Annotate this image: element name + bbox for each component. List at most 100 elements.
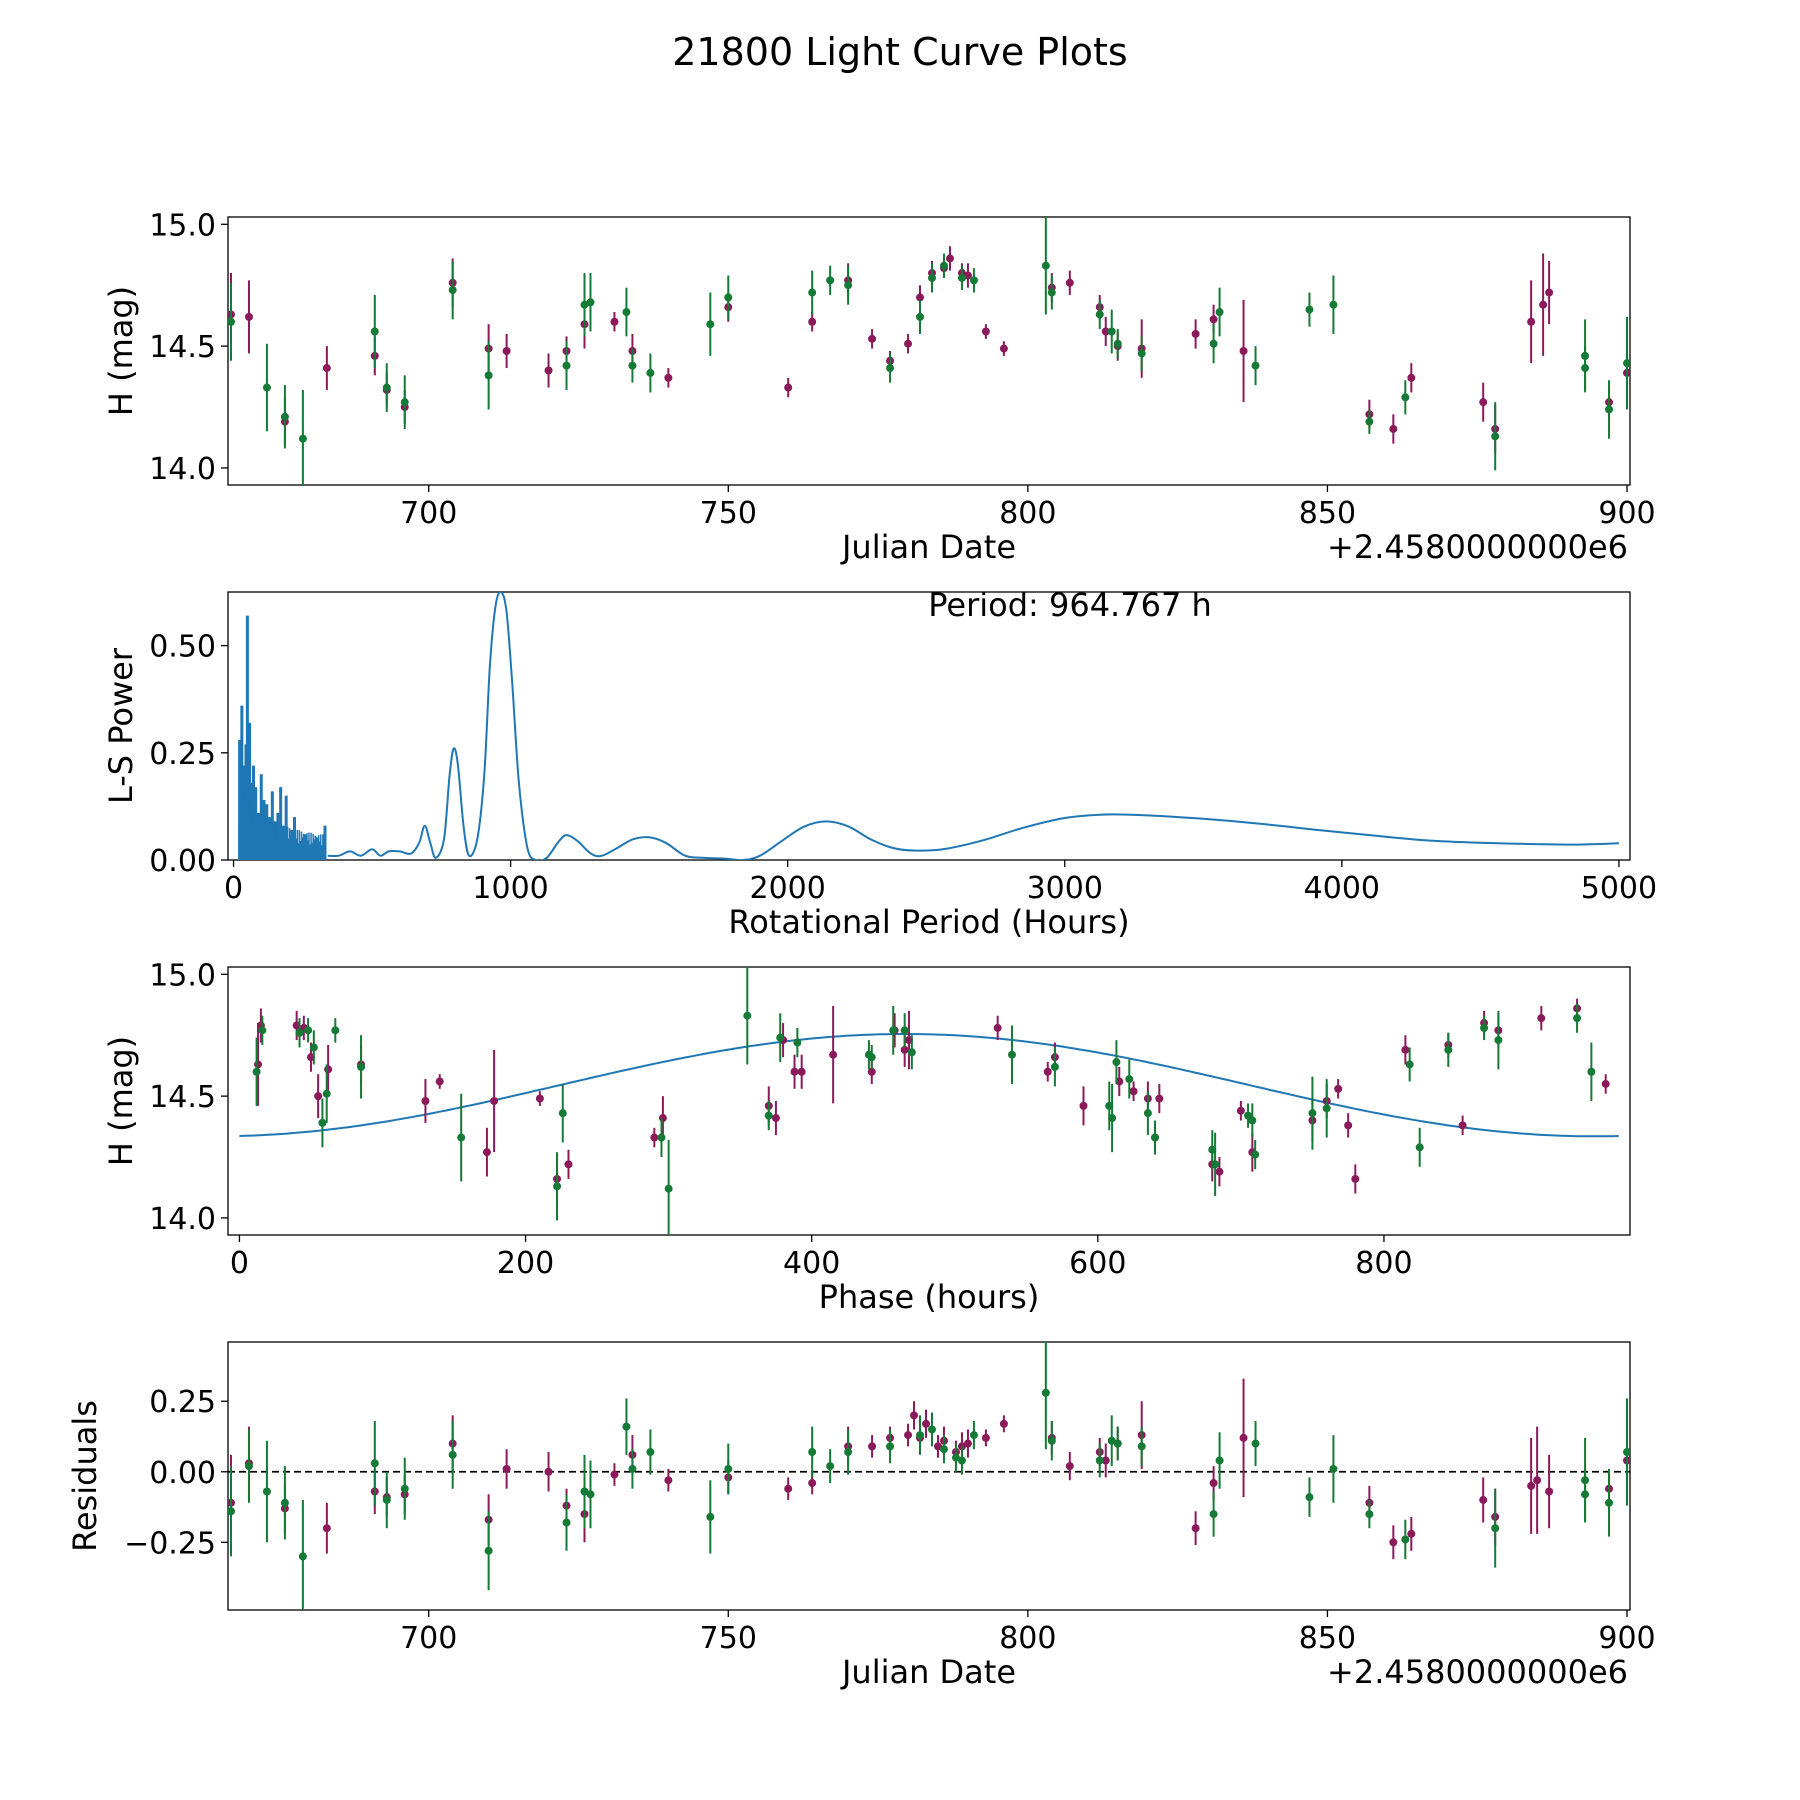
panel-periodogram-ylabel: L-S Power xyxy=(102,647,140,804)
p1-point-green xyxy=(706,320,715,329)
p4-point-purple xyxy=(1065,1462,1074,1471)
p1-point-green xyxy=(448,286,457,295)
p4-point-green xyxy=(484,1546,493,1555)
p1-point-purple xyxy=(916,293,925,302)
p4-point-purple xyxy=(1407,1529,1416,1538)
p1-point-purple xyxy=(544,366,553,375)
p3-xtick-label: 0 xyxy=(230,1246,249,1281)
panel-light-curve-frame xyxy=(227,216,1631,486)
p1-point-green xyxy=(886,364,895,373)
p3-point-purple xyxy=(1215,1167,1224,1176)
p1-point-green xyxy=(969,276,978,285)
p1-point-green xyxy=(916,312,925,321)
p4-point-green xyxy=(400,1484,409,1493)
panel-light-curve-marks xyxy=(228,217,1630,485)
p2-xtick-label: 5000 xyxy=(1581,871,1657,906)
p4-point-green xyxy=(580,1487,589,1496)
p4-ytick-label: −0.25 xyxy=(124,1526,216,1561)
p1-point-purple xyxy=(1407,373,1416,382)
p4-point-purple xyxy=(1527,1481,1536,1490)
figure-title: 21800 Light Curve Plots xyxy=(672,30,1127,74)
panel-phase-folded-ylabel: H (mag) xyxy=(102,1036,140,1166)
p4-point-green xyxy=(562,1518,571,1527)
p1-point-purple xyxy=(945,254,954,263)
p4-point-green xyxy=(916,1431,925,1440)
p3-point-green xyxy=(867,1053,876,1062)
p4-xtick-label: 900 xyxy=(1598,1621,1655,1656)
p3-point-purple xyxy=(1043,1067,1052,1076)
p2-ytick-label: 0.50 xyxy=(149,630,216,665)
p4-point-green xyxy=(1047,1436,1056,1445)
p3-point-purple xyxy=(867,1067,876,1076)
p3-point-green xyxy=(1573,1014,1582,1023)
p1-point-green xyxy=(927,273,936,282)
p3-point-purple xyxy=(771,1114,780,1123)
p3-point-purple xyxy=(658,1114,667,1123)
p4-point-green xyxy=(724,1464,733,1473)
p1-point-green xyxy=(1047,288,1056,297)
p3-point-purple xyxy=(254,1060,263,1069)
p1-point-purple xyxy=(981,327,990,336)
p4-point-purple xyxy=(999,1419,1008,1428)
p1-point-green xyxy=(1107,327,1116,336)
p3-point-green xyxy=(252,1067,261,1076)
p3-point-green xyxy=(1322,1104,1331,1113)
p1-point-green xyxy=(1365,417,1374,426)
p1-point-green xyxy=(580,300,589,309)
p3-point-purple xyxy=(1401,1045,1410,1054)
p3-point-green xyxy=(1151,1133,1160,1142)
p2-xtick-label: 1000 xyxy=(472,871,548,906)
p1-point-green xyxy=(808,288,817,297)
p3-point-purple xyxy=(1079,1101,1088,1110)
p1-xtick-label: 900 xyxy=(1598,496,1655,531)
p3-point-green xyxy=(776,1033,785,1042)
p4-point-green xyxy=(1209,1510,1218,1519)
p3-point-green xyxy=(1125,1075,1134,1084)
p4-xtick-label: 850 xyxy=(1299,1621,1356,1656)
p1-point-green xyxy=(586,298,595,307)
p4-xtick-label: 800 xyxy=(999,1621,1056,1656)
p4-point-green xyxy=(939,1445,948,1454)
p4-point-green xyxy=(622,1422,631,1431)
panel-residuals-xlabel: Julian Date xyxy=(840,1653,1016,1691)
p1-point-green xyxy=(1215,308,1224,317)
p4-point-green xyxy=(826,1462,835,1471)
p1-point-purple xyxy=(1545,288,1554,297)
p3-point-green xyxy=(331,1026,340,1035)
p3-point-green xyxy=(907,1048,916,1057)
p3-point-green xyxy=(295,1028,304,1037)
p1-point-green xyxy=(844,281,853,290)
p3-point-purple xyxy=(314,1092,323,1101)
p4-point-green xyxy=(1605,1498,1614,1507)
p4-point-purple xyxy=(1101,1456,1110,1465)
p3-point-purple xyxy=(421,1097,430,1105)
panel-residuals-offset: +2.4580000000e6 xyxy=(1327,1653,1628,1691)
period-annotation: Period: 964.767 h xyxy=(928,586,1212,624)
p3-point-purple xyxy=(993,1023,1002,1032)
p2-ytick-label: 0.00 xyxy=(149,844,216,879)
p3-point-purple xyxy=(1537,1014,1546,1023)
p3-xtick-label: 200 xyxy=(497,1246,554,1281)
p4-point-green xyxy=(1365,1510,1374,1519)
p4-point-green xyxy=(382,1495,391,1504)
p3-point-purple xyxy=(564,1160,573,1169)
p4-point-green xyxy=(370,1459,379,1468)
p1-point-purple xyxy=(963,271,972,280)
p4-point-green xyxy=(951,1453,960,1462)
p3-point-green xyxy=(743,1011,752,1020)
p4-ytick-label: 0.25 xyxy=(149,1385,216,1420)
p1-point-purple xyxy=(244,312,253,321)
p1-point-purple xyxy=(1527,317,1536,326)
p3-point-green xyxy=(1248,1116,1257,1125)
p1-point-purple xyxy=(1101,327,1110,336)
p3-point-green xyxy=(1143,1109,1152,1118)
p2-xtick-label: 2000 xyxy=(750,871,826,906)
p4-point-green xyxy=(927,1425,936,1434)
p3-point-green xyxy=(1308,1109,1317,1118)
p1-ytick-label: 15.0 xyxy=(149,208,216,243)
p3-point-green xyxy=(1405,1060,1414,1069)
p4-point-green xyxy=(1305,1493,1314,1502)
p1-plot-area xyxy=(228,217,1630,485)
p3-point-green xyxy=(657,1133,666,1142)
p1-point-green xyxy=(1041,261,1050,270)
